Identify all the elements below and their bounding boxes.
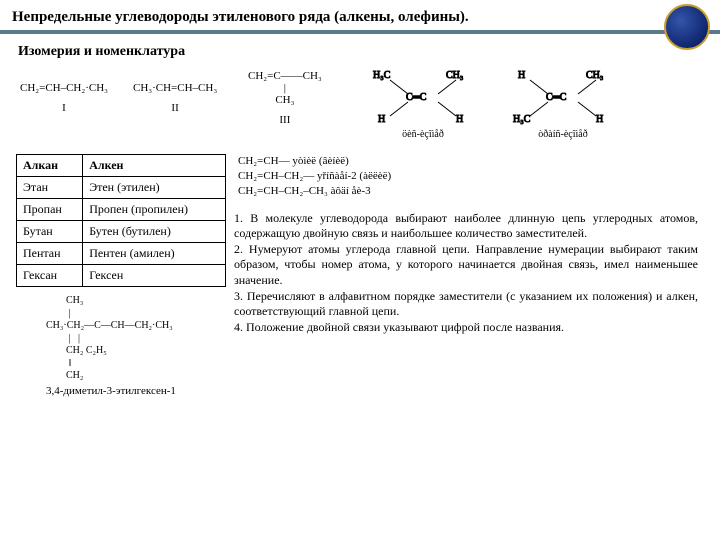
svg-text:C═C: C═C [546,92,567,103]
cis-label: öèñ-èçîìåð [368,129,478,140]
formula-3-top: CH₂=C——CH₃ [248,70,322,82]
rule-1: 1. В молекуле углеводорода выбирают наиб… [234,211,698,242]
top-formulas: CH₂=CH–CH₂·CH₃ I CH₃·CH=CH–CH₃ II CH₂=C—… [8,64,712,154]
cell: Пропан [17,199,83,221]
svg-text:H₃C: H₃C [513,114,531,125]
cell: Этан [17,177,83,199]
formula-2: CH₃·CH=CH–CH₃ II [133,82,217,114]
cell: Бутен (бутилен) [83,221,226,243]
cell: Бутан [17,221,83,243]
svg-text:H: H [596,114,603,125]
svg-text:H: H [518,70,525,81]
bottom-structure: CH₃ | CH₃·CH₂—C—CH—CH₂·CH₃ | | CH₂ C₂H₅ … [16,287,226,398]
lower-section: Алкан Алкен Этан Этен (этилен) Пропан Пр… [8,154,712,398]
svg-text:H: H [378,114,385,125]
content-area: CH₂=CH–CH₂·CH₃ I CH₃·CH=CH–CH₃ II CH₂=C—… [0,64,720,398]
cell: Пропен (пропилен) [83,199,226,221]
formula-1-text: CH₂=CH–CH₂·CH₃ [20,82,108,94]
trans-struct-icon: H CH₃ C═C H₃C H [508,66,618,126]
svg-text:CH₃: CH₃ [446,70,463,81]
table-row: Этан Этен (этилен) [17,177,226,199]
rules-text: 1. В молекуле углеводорода выбирают наиб… [234,207,704,336]
formula-3-bot: CH₃ [248,94,322,106]
cell: Гексан [17,265,83,287]
struct-pre: CH₃ | CH₃·CH₂—C—CH—CH₂·CH₃ | | CH₂ C₂H₅ … [46,295,226,383]
right-column: CH₂=CH— yòìèë (âèíèë) CH₂=CH–CH₂— yříñàå… [234,154,704,398]
page-title: Непредельные углеводороды этиленового ря… [12,9,469,25]
nomen-2: CH₂=CH–CH₂— yříñàåí-2 (àëëèë) [238,169,704,184]
cell: Пентен (амилен) [83,243,226,265]
table-row: Пентан Пентен (амилен) [17,243,226,265]
formula-3-bar: | [248,82,322,94]
roman-1: I [20,102,108,114]
cis-struct-icon: H₃C CH₃ C═C H H [368,66,478,126]
logo-icon [664,4,710,50]
table-row: Бутан Бутен (бутилен) [17,221,226,243]
cis-isomer: H₃C CH₃ C═C H H öèñ-èçîìåð [368,66,478,140]
struct-name: 3,4-диметил-3-этилгексен-1 [46,385,226,399]
cell: Пентан [17,243,83,265]
svg-text:C═C: C═C [406,92,427,103]
svg-text:CH₃: CH₃ [586,70,603,81]
nomen-1: CH₂=CH— yòìèë (âèíèë) [238,154,704,169]
svg-text:H₃C: H₃C [373,70,391,81]
trans-isomer: H CH₃ C═C H₃C H òðàíñ-èçîìåð [508,66,618,140]
formula-1: CH₂=CH–CH₂·CH₃ I [20,82,108,114]
rule-2: 2. Нумеруют атомы углерода главной цепи.… [234,242,698,289]
roman-3: III [248,114,322,126]
subtitle: Изомерия и номенклатура [0,34,720,64]
table-row: Гексан Гексен [17,265,226,287]
alkane-alkene-table: Алкан Алкен Этан Этен (этилен) Пропан Пр… [16,154,226,287]
roman-2: II [133,102,217,114]
nomen-3: CH₂=CH–CH₂–CH₃ àôäí åè-3 [238,184,704,199]
cell: Этен (этилен) [83,177,226,199]
th-alkane: Алкан [17,155,83,177]
trans-label: òðàíñ-èçîìåð [508,129,618,140]
header: Непредельные углеводороды этиленового ря… [0,0,720,34]
formula-3: CH₂=C——CH₃ | CH₃ III [248,70,322,126]
table-row: Пропан Пропен (пропилен) [17,199,226,221]
rule-4: 4. Положение двойной связи указывают циф… [234,320,698,336]
nomenclature-lines: CH₂=CH— yòìèë (âèíèë) CH₂=CH–CH₂— yříñàå… [234,154,704,199]
rule-3: 3. Перечисляют в алфавитном порядке заме… [234,289,698,320]
th-alkene: Алкен [83,155,226,177]
table-row: Алкан Алкен [17,155,226,177]
cell: Гексен [83,265,226,287]
svg-text:H: H [456,114,463,125]
left-column: Алкан Алкен Этан Этен (этилен) Пропан Пр… [16,154,226,398]
formula-2-text: CH₃·CH=CH–CH₃ [133,82,217,94]
